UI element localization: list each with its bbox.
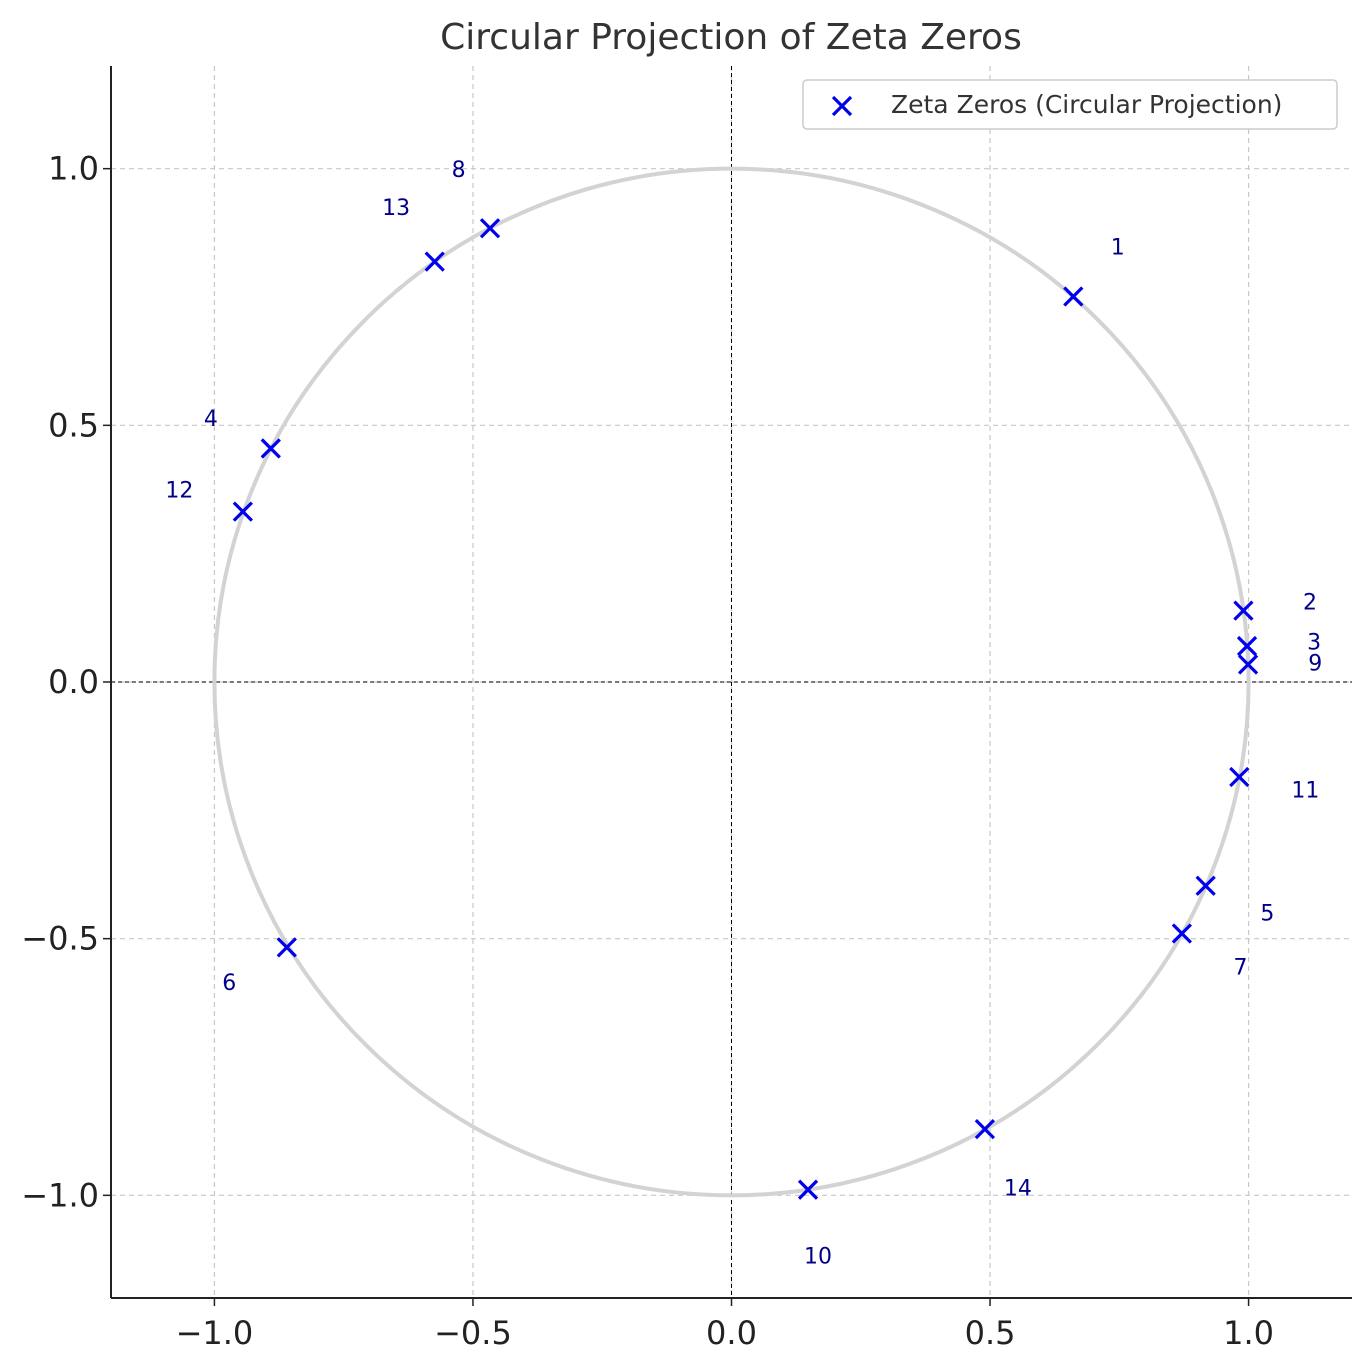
point-label-13: 13 — [382, 196, 410, 221]
data-point-9 — [1237, 654, 1259, 675]
y-tick-label-4: 1.0 — [48, 150, 99, 188]
data-point-1 — [1063, 286, 1084, 307]
data-point-10-stroke-b — [797, 1179, 819, 1200]
point-label-3: 3 — [1307, 630, 1321, 655]
data-point-5 — [1195, 875, 1216, 896]
y-tick-label-3: 0.5 — [48, 406, 99, 444]
point-label-6: 6 — [222, 971, 236, 996]
reference-lines — [111, 66, 1352, 1298]
data-point-8-stroke-b — [479, 218, 501, 239]
legend: Zeta Zeros (Circular Projection) — [802, 79, 1338, 130]
data-point-12-stroke-b — [232, 501, 253, 522]
point-label-4: 4 — [204, 407, 218, 432]
y-tick-label-2: 0.0 — [48, 663, 99, 701]
data-point-6 — [276, 937, 297, 958]
point-label-1: 1 — [1111, 235, 1125, 260]
x-tick-label-4: 1.0 — [1223, 1314, 1274, 1352]
unit-circle — [212, 166, 1251, 1198]
point-label-11: 11 — [1291, 778, 1319, 803]
data-point-14-stroke-b — [974, 1118, 996, 1140]
data-point-11 — [1229, 766, 1250, 788]
data-point-2-stroke-b — [1233, 600, 1254, 621]
point-label-14: 14 — [1004, 1176, 1032, 1201]
legend-entry-label: Zeta Zeros (Circular Projection) — [891, 90, 1282, 119]
legend-marker-icon — [831, 95, 853, 117]
data-point-3 — [1236, 635, 1258, 657]
tick-labels: −1.0 −0.5 0.0 0.5 1.0 −1.0 −0.5 0.0 0.5 1.0 — [21, 150, 1274, 1352]
point-label-8: 8 — [452, 158, 466, 183]
data-points — [232, 218, 1259, 1200]
data-point-11-stroke-b — [1229, 766, 1250, 788]
legend-marker-cross-stroke-b — [831, 95, 853, 117]
data-point-5-stroke-b — [1195, 875, 1216, 896]
point-label-5: 5 — [1260, 901, 1274, 926]
data-point-13 — [424, 251, 445, 272]
data-point-7-stroke-b — [1171, 923, 1193, 944]
data-point-4-stroke-b — [260, 438, 281, 459]
data-point-4 — [260, 438, 281, 459]
data-point-3-stroke-b — [1236, 635, 1258, 657]
data-point-14 — [974, 1118, 996, 1140]
point-label-12: 12 — [165, 478, 193, 503]
y-tick-label-0: −1.0 — [21, 1176, 99, 1214]
chart-title: Circular Projection of Zeta Zeros — [440, 17, 1022, 58]
data-point-13-stroke-b — [424, 251, 445, 272]
legend-marker-cross — [831, 95, 853, 117]
legend-box — [802, 79, 1338, 130]
point-label-7: 7 — [1233, 955, 1247, 980]
data-point-12 — [232, 501, 253, 522]
x-tick-label-0: −1.0 — [176, 1314, 254, 1352]
point-label-10: 10 — [804, 1245, 832, 1270]
axes — [103, 66, 1352, 1306]
x-tick-label-3: 0.5 — [965, 1314, 1016, 1352]
data-point-8 — [479, 218, 501, 239]
point-label-9: 9 — [1308, 651, 1322, 676]
data-point-1-stroke-b — [1063, 286, 1084, 307]
data-point-7 — [1171, 923, 1193, 944]
point-label-2: 2 — [1303, 590, 1317, 615]
data-point-6-stroke-b — [276, 937, 297, 958]
x-tick-label-1: −0.5 — [434, 1314, 512, 1352]
x-tick-label-2: 0.0 — [706, 1314, 757, 1352]
data-point-2 — [1233, 600, 1254, 621]
data-point-9-stroke-b — [1237, 654, 1259, 675]
unit-circle-layer — [212, 166, 1251, 1198]
y-tick-label-1: −0.5 — [21, 920, 99, 958]
data-point-10 — [797, 1179, 819, 1200]
